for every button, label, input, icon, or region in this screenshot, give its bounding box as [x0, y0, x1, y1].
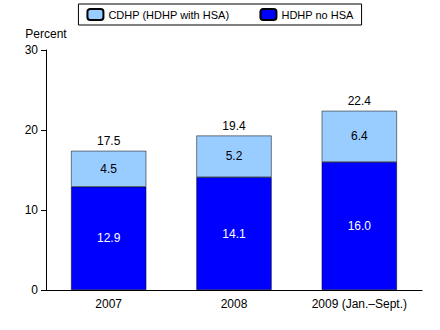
svg-text:19.4: 19.4	[222, 119, 246, 133]
svg-text:22.4: 22.4	[348, 94, 372, 108]
svg-text:17.5: 17.5	[97, 134, 121, 148]
svg-text:Percent: Percent	[25, 27, 67, 41]
svg-text:2007: 2007	[95, 297, 122, 311]
svg-text:30: 30	[25, 43, 39, 57]
svg-text:2008: 2008	[221, 297, 248, 311]
svg-text:16.0: 16.0	[348, 219, 372, 233]
svg-text:CDHP (HDHP with HSA): CDHP (HDHP with HSA)	[108, 9, 229, 21]
svg-text:2009 (Jan.–Sept.): 2009 (Jan.–Sept.)	[312, 297, 407, 311]
svg-text:14.1: 14.1	[222, 227, 246, 241]
svg-text:HDHP no HSA: HDHP no HSA	[281, 9, 354, 21]
svg-text:10: 10	[25, 203, 39, 217]
svg-text:6.4: 6.4	[351, 129, 368, 143]
svg-text:0: 0	[31, 283, 38, 297]
svg-text:5.2: 5.2	[226, 149, 243, 163]
svg-text:20: 20	[25, 123, 39, 137]
svg-text:4.5: 4.5	[100, 162, 117, 176]
svg-text:12.9: 12.9	[97, 231, 121, 245]
